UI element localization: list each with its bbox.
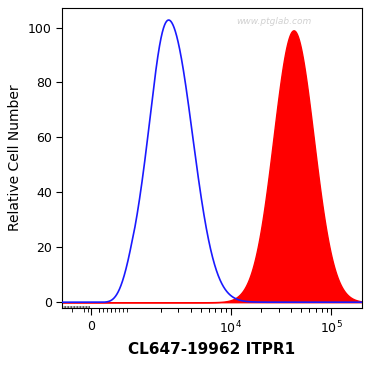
Text: www.ptglab.com: www.ptglab.com: [236, 17, 311, 26]
X-axis label: CL647-19962 ITPR1: CL647-19962 ITPR1: [128, 342, 296, 357]
Y-axis label: Relative Cell Number: Relative Cell Number: [9, 85, 22, 231]
